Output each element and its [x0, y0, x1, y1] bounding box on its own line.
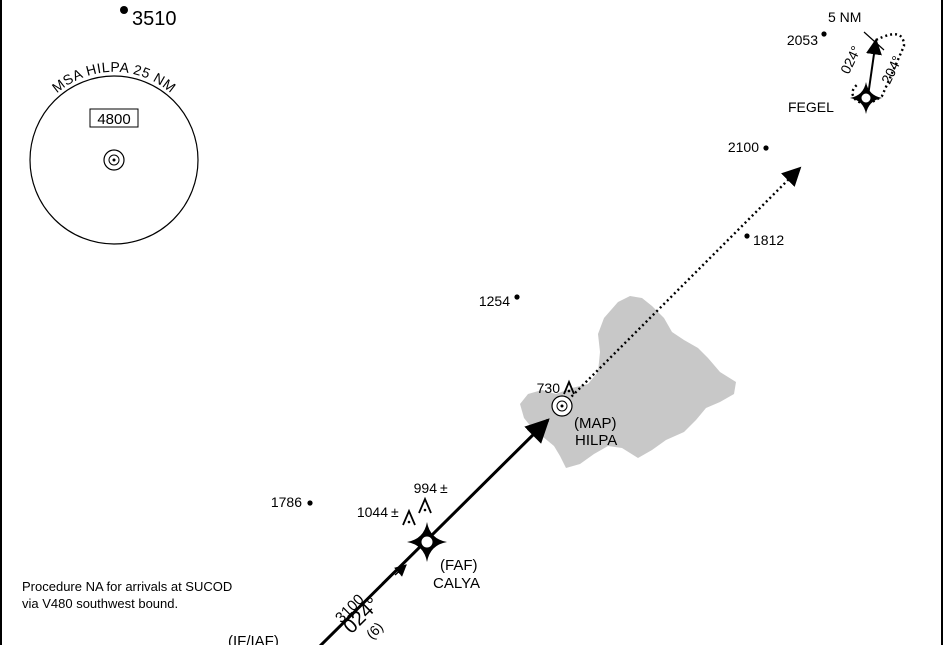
holding-inbound-leg: [868, 40, 876, 96]
spot-elevation-2100: 2100: [728, 139, 759, 155]
msa-altitude: 4800: [97, 111, 130, 128]
spot-elevation-2053: 2053: [787, 32, 818, 48]
holding-outbound-course: 204°: [878, 53, 905, 86]
obstacle-1044-tolerance: ±: [391, 504, 399, 520]
obstacle-994-tolerance: ±: [440, 480, 448, 496]
faf-role: (FAF): [440, 557, 478, 574]
spot-elevation-dot: [763, 145, 768, 150]
obstacle-dot: [568, 390, 571, 393]
spot-elevation-1786: 1786: [271, 494, 302, 510]
procedure-note-line-1: Procedure NA for arrivals at SUCOD: [22, 579, 232, 594]
spot-elevation-1254: 1254: [479, 293, 510, 309]
obstacle-994: 994: [414, 480, 438, 496]
spot-elevation-dot: [744, 233, 749, 238]
spot-elevation-dot: [307, 500, 312, 505]
spot-elevation-3510: 3510: [132, 8, 177, 30]
spot-elevation-1812: 1812: [753, 232, 784, 248]
spot-elevation-dot: [514, 294, 519, 299]
fegel-fix-icon: [850, 82, 882, 114]
map-role: (MAP): [574, 415, 617, 432]
msa-center-navaid-icon: [104, 150, 124, 170]
if-iaf-role: (IF/IAF): [228, 633, 279, 645]
map-fix-name: HILPA: [575, 432, 617, 449]
holding-fix-name: FEGEL: [788, 99, 834, 115]
spot-elevation-dot: [120, 6, 128, 14]
msa-label: MSA HILPA 25 NM: [49, 59, 179, 96]
faf-fix-name: CALYA: [433, 575, 480, 592]
holding-inbound-course: 024°: [837, 43, 864, 76]
obstacle-730: 730: [537, 380, 561, 396]
map-hilpa-navaid-icon: [552, 396, 572, 416]
obstacle-1044: 1044: [357, 504, 388, 520]
spot-elevation-dot: [821, 31, 826, 36]
holding-leg-length: 5 NM: [828, 9, 861, 25]
obstacle-dot: [408, 521, 411, 524]
procedure-note-line-2: via V480 southwest bound.: [22, 596, 178, 611]
obstacle-dot: [424, 509, 427, 512]
